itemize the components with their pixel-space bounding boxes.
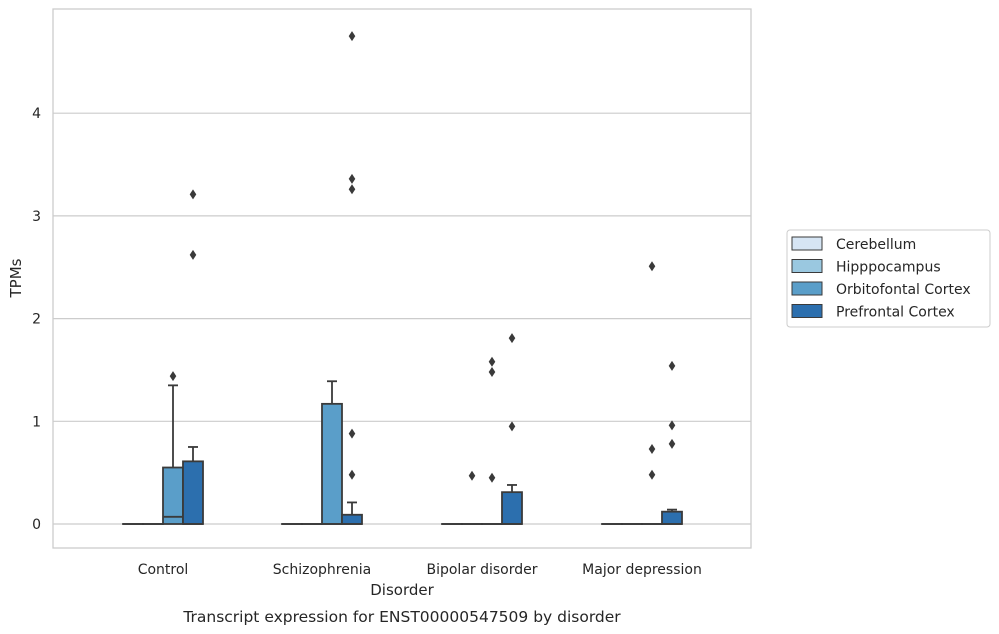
outlier-point bbox=[348, 31, 356, 42]
x-tick-label: Control bbox=[138, 562, 189, 578]
legend-label: Cerebellum bbox=[836, 237, 916, 253]
y-axis-label: TPMs bbox=[7, 258, 25, 298]
box-3-3 bbox=[661, 360, 683, 525]
outlier-point bbox=[189, 189, 197, 200]
outlier-point bbox=[668, 360, 676, 371]
legend-swatch bbox=[791, 259, 823, 273]
legend-frame bbox=[786, 229, 991, 328]
legend: Cerebellum Hipppocampus Orbitofontal Corte… bbox=[786, 229, 991, 328]
outlier-point bbox=[348, 173, 356, 184]
box-body bbox=[321, 402, 343, 525]
outlier-point bbox=[348, 184, 356, 195]
y-tick-label: 1 bbox=[32, 414, 41, 430]
chart-title: Transcript expression for ENST0000054750… bbox=[182, 608, 621, 626]
legend-items: Cerebellum Hipppocampus Orbitofontal Corte… bbox=[791, 236, 971, 321]
outlier-point bbox=[348, 469, 356, 480]
x-axis-ticks: Control Schizophrenia Bipolar disorder Majo… bbox=[138, 562, 702, 578]
legend-swatch bbox=[791, 304, 823, 318]
outlier-point bbox=[508, 421, 516, 432]
x-axis-label: Disorder bbox=[370, 581, 434, 599]
x-tick-label: Bipolar disorder bbox=[426, 562, 537, 578]
gridlines bbox=[53, 112, 751, 525]
box-body bbox=[182, 460, 204, 525]
legend-swatch bbox=[791, 281, 823, 296]
legend-label: Prefrontal Cortex bbox=[836, 305, 955, 321]
box-body bbox=[341, 513, 363, 525]
box-plot-area bbox=[122, 31, 683, 525]
outlier-point bbox=[508, 333, 516, 344]
box-3-1 bbox=[341, 31, 363, 525]
outlier-point bbox=[348, 428, 356, 439]
outlier-point bbox=[488, 356, 496, 367]
outlier-point bbox=[468, 470, 476, 481]
box-body bbox=[501, 491, 523, 525]
legend-swatch bbox=[791, 236, 823, 251]
box-2-1 bbox=[321, 380, 343, 525]
box-1-2 bbox=[461, 470, 483, 525]
outlier-point bbox=[189, 249, 197, 260]
outlier-point bbox=[648, 444, 656, 455]
y-tick-label: 4 bbox=[32, 106, 41, 122]
outlier-point bbox=[488, 367, 496, 378]
y-tick-label: 2 bbox=[32, 312, 41, 328]
plot-frame bbox=[52, 8, 752, 549]
box-2-0 bbox=[162, 371, 184, 525]
y-axis-ticks: 0 1 2 3 4 bbox=[32, 106, 41, 533]
outlier-point bbox=[648, 469, 656, 480]
outlier-point bbox=[668, 438, 676, 449]
outlier-point bbox=[488, 472, 496, 483]
legend-label: Orbitofontal Cortex bbox=[836, 282, 971, 298]
box-body bbox=[661, 510, 683, 525]
y-tick-label: 0 bbox=[32, 517, 41, 533]
box-body bbox=[162, 466, 184, 525]
x-tick-label: Major depression bbox=[582, 562, 702, 578]
box-2-3 bbox=[641, 261, 663, 525]
box-3-2 bbox=[501, 333, 523, 525]
box-2-2 bbox=[481, 356, 503, 525]
x-tick-label: Schizophrenia bbox=[273, 562, 371, 578]
legend-label: Hipppocampus bbox=[836, 260, 941, 276]
y-tick-label: 3 bbox=[32, 209, 41, 225]
outlier-point bbox=[648, 261, 656, 272]
outlier-point bbox=[668, 420, 676, 431]
outlier-point bbox=[169, 371, 177, 382]
box-3-0 bbox=[182, 189, 204, 525]
